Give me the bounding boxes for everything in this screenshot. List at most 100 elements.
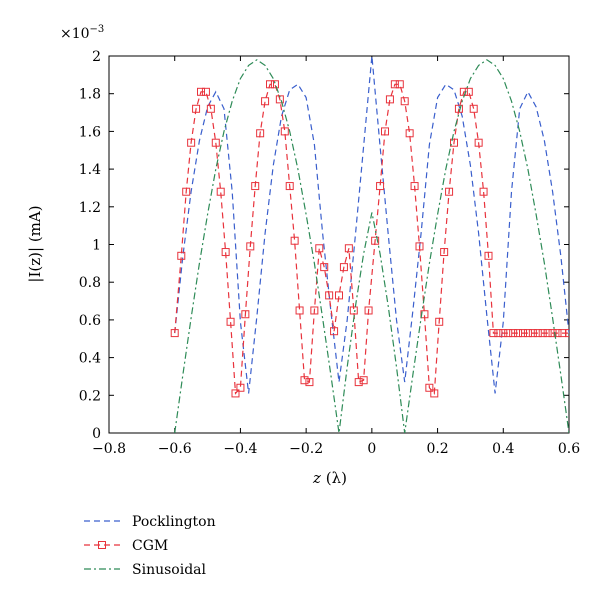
series-point-cgm	[330, 327, 339, 336]
series-point-cgm	[187, 138, 196, 147]
series-point-cgm	[325, 291, 334, 300]
series-point-cgm	[300, 376, 309, 385]
series-point-cgm	[182, 187, 191, 196]
series-point-cgm	[509, 329, 518, 338]
legend-label: Pocklington	[132, 514, 216, 530]
x-tick-label: 0.4	[492, 441, 514, 457]
series-point-cgm	[241, 310, 250, 319]
series-point-cgm	[514, 329, 523, 338]
x-tick-label: 0.2	[426, 441, 448, 457]
y-tick-label: 0.4	[79, 351, 101, 367]
series-point-cgm	[469, 104, 478, 113]
series-point-cgm	[543, 329, 552, 338]
series-point-cgm	[528, 329, 537, 338]
y-tick-label: 1.8	[79, 87, 101, 103]
x-tick-label: −0.2	[289, 441, 323, 457]
series-point-cgm	[499, 329, 508, 338]
series-pocklington	[174, 56, 569, 394]
series-point-cgm	[206, 104, 215, 113]
series-point-cgm	[371, 236, 380, 245]
series-point-cgm	[519, 329, 527, 338]
series-point-cgm	[385, 95, 394, 104]
y-tick-label: 2	[92, 49, 101, 65]
series-point-cgm	[548, 329, 557, 338]
series-point-cgm	[538, 329, 547, 338]
series-point-cgm	[310, 306, 319, 315]
y-axis-exponent: ×10−3	[60, 24, 104, 42]
series-point-cgm	[430, 389, 439, 398]
series-point-cgm	[494, 329, 503, 338]
series-point-cgm	[290, 236, 299, 245]
series-point-cgm	[192, 104, 201, 113]
legend-marker	[98, 541, 106, 549]
series-point-cgm	[349, 306, 358, 315]
x-tick-label: −0.8	[92, 441, 126, 457]
series-point-cgm	[364, 306, 373, 315]
y-tick-label: 0.6	[79, 313, 101, 329]
series-point-cgm	[251, 182, 260, 191]
series-point-cgm	[415, 242, 424, 251]
y-tick-label: 1.6	[79, 124, 101, 140]
series-point-cgm	[354, 378, 363, 387]
series-point-cgm	[170, 329, 179, 338]
series-point-cgm	[410, 182, 419, 191]
series-point-cgm	[425, 383, 434, 392]
y-axis-ticks: 0 0.2 0.4 0.6 0.8 1 1.2 1.4 1.6 1.8 2	[79, 49, 569, 442]
series-point-cgm	[450, 138, 458, 147]
series-point-cgm	[315, 244, 324, 253]
series-point-cgm	[390, 80, 399, 89]
x-tick-label: 0.6	[558, 441, 580, 457]
series-line-sinusoidal	[174, 59, 569, 433]
series-point-cgm	[504, 329, 513, 338]
series-line-pocklington	[174, 56, 569, 394]
series-point-cgm	[484, 251, 493, 260]
legend-item-pocklington: Pocklington	[84, 514, 216, 530]
legend-item-sinusoidal: Sinusoidal	[84, 562, 207, 578]
series-point-cgm	[256, 129, 265, 138]
series-point-cgm	[523, 329, 532, 338]
y-tick-label: 1.2	[79, 200, 101, 216]
series-layer	[170, 56, 569, 433]
series-point-cgm	[211, 138, 220, 147]
series-point-cgm	[236, 383, 245, 392]
series-point-cgm	[221, 248, 230, 257]
series-point-cgm	[305, 378, 314, 387]
series-point-cgm	[285, 182, 294, 191]
series-point-cgm	[280, 127, 289, 136]
series-point-cgm	[344, 244, 353, 253]
y-tick-label: 0.2	[79, 388, 101, 404]
legend: Pocklington CGM Sinusoidal	[84, 514, 216, 578]
x-tick-label: −0.4	[223, 441, 257, 457]
y-axis-label: |I(z)| (mA)	[26, 205, 44, 282]
series-point-cgm	[359, 376, 368, 385]
series-point-cgm	[400, 97, 409, 106]
series-point-cgm	[266, 80, 274, 89]
series-point-cgm	[464, 87, 473, 96]
series-point-cgm	[479, 187, 488, 196]
series-point-cgm	[376, 182, 385, 191]
series-point-cgm	[295, 306, 304, 315]
series-point-cgm	[197, 87, 205, 96]
series-point-cgm	[440, 248, 449, 257]
series-point-cgm	[320, 263, 329, 272]
series-point-cgm	[381, 127, 389, 136]
series-point-cgm	[454, 104, 463, 113]
series-sinusoidal	[174, 59, 569, 433]
series-point-cgm	[226, 317, 235, 326]
series-point-cgm	[177, 251, 186, 260]
series-line-cgm	[174, 83, 569, 395]
series-point-cgm	[405, 129, 414, 138]
legend-label: Sinusoidal	[132, 562, 207, 578]
series-point-cgm	[435, 317, 444, 326]
series-point-cgm	[395, 80, 404, 89]
series-point-cgm	[489, 329, 498, 338]
series-point-cgm	[246, 242, 255, 251]
x-axis-ticks: −0.8 −0.6 −0.4 −0.2 0 0.2 0.4 0.6	[92, 56, 580, 457]
legend-label: CGM	[132, 538, 168, 554]
series-point-cgm	[216, 187, 225, 196]
series-point-cgm	[270, 80, 279, 89]
series-point-cgm	[474, 138, 483, 147]
x-tick-label: 0	[367, 441, 376, 457]
series-point-cgm	[201, 87, 210, 96]
